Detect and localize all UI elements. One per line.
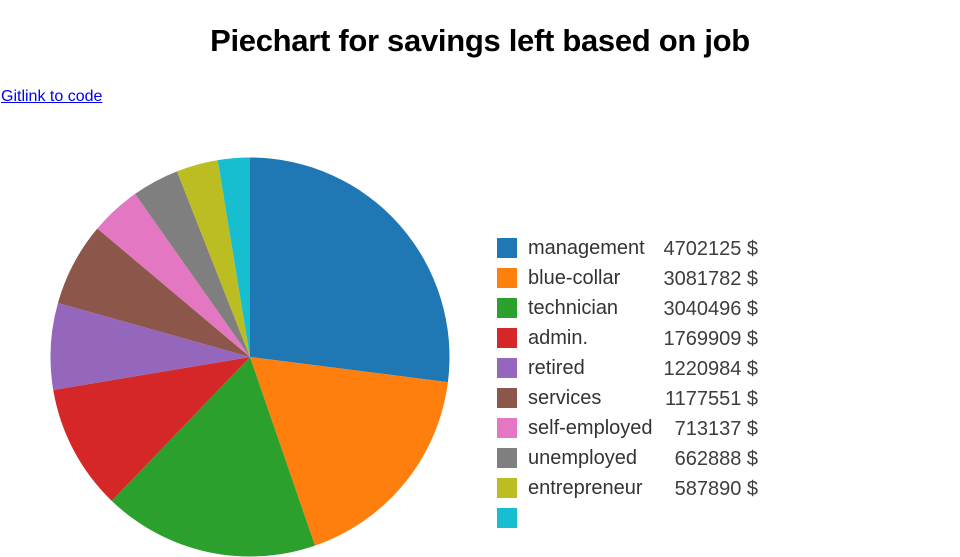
legend-item-cutoff (497, 503, 758, 533)
legend-label: blue-collar (528, 266, 621, 289)
legend-item-entrepreneur: entrepreneur 587890 $ (497, 473, 758, 503)
pie-slice-cutoff (217, 157, 250, 357)
legend-value: 3040496 $ (663, 297, 758, 320)
legend-swatch-management (497, 238, 517, 258)
legend-label: self-employed (528, 416, 653, 439)
pie-svg (50, 157, 450, 557)
legend-value: 587890 $ (674, 477, 758, 500)
legend-swatch-services (497, 388, 517, 408)
legend-swatch-admin. (497, 328, 517, 348)
legend-swatch-cutoff (497, 508, 517, 528)
legend-label: admin. (528, 326, 589, 349)
legend-label: services (528, 386, 602, 409)
legend-label: technician (528, 296, 619, 319)
legend-swatch-entrepreneur (497, 478, 517, 498)
legend-item-technician: technician 3040496 $ (497, 293, 758, 323)
pie-chart (50, 157, 450, 557)
legend-value: 1177551 $ (664, 387, 758, 410)
pie-slice-self-employed (97, 193, 250, 357)
legend-item-retired: retired 1220984 $ (497, 353, 758, 383)
legend-swatch-technician (497, 298, 517, 318)
legend-item-self-employed: self-employed 713137 $ (497, 413, 758, 443)
legend-value: 4702125 $ (663, 237, 758, 260)
legend-label: retired (528, 356, 585, 379)
pie-slice-blue-collar (250, 357, 448, 546)
legend-label: entrepreneur (528, 476, 643, 499)
legend-swatch-self-employed (497, 418, 517, 438)
legend-label: management (528, 236, 645, 259)
legend-swatch-unemployed (497, 448, 517, 468)
legend-label: unemployed (528, 446, 637, 469)
legend: management 4702125 $ blue-collar 3081782 $ t… (497, 233, 758, 533)
legend-item-management: management 4702125 $ (497, 233, 758, 263)
legend-value: 713137 $ (674, 417, 758, 440)
pie-slice-retired (50, 302, 250, 391)
legend-swatch-retired (497, 358, 517, 378)
pie-slice-management (250, 157, 450, 383)
legend-value: 1769909 $ (663, 327, 758, 350)
legend-value: 1220984 $ (663, 357, 758, 380)
legend-item-admin.: admin. 1769909 $ (497, 323, 758, 353)
page-title: Piechart for savings left based on job (210, 23, 750, 58)
gitlink-to-code-link[interactable]: Gitlink to code (1, 88, 103, 105)
legend-value: 662888 $ (674, 447, 758, 470)
pie-slice-entrepreneur (177, 160, 250, 357)
legend-swatch-blue-collar (497, 268, 517, 288)
legend-item-services: services 1177551 $ (497, 383, 758, 413)
pie-slice-services (57, 228, 251, 357)
pie-slice-unemployed (135, 171, 250, 357)
legend-value: 3081782 $ (663, 267, 758, 290)
pie-slice-admin. (53, 357, 250, 501)
legend-item-blue-collar: blue-collar 3081782 $ (497, 263, 758, 293)
legend-item-unemployed: unemployed 662888 $ (497, 443, 758, 473)
